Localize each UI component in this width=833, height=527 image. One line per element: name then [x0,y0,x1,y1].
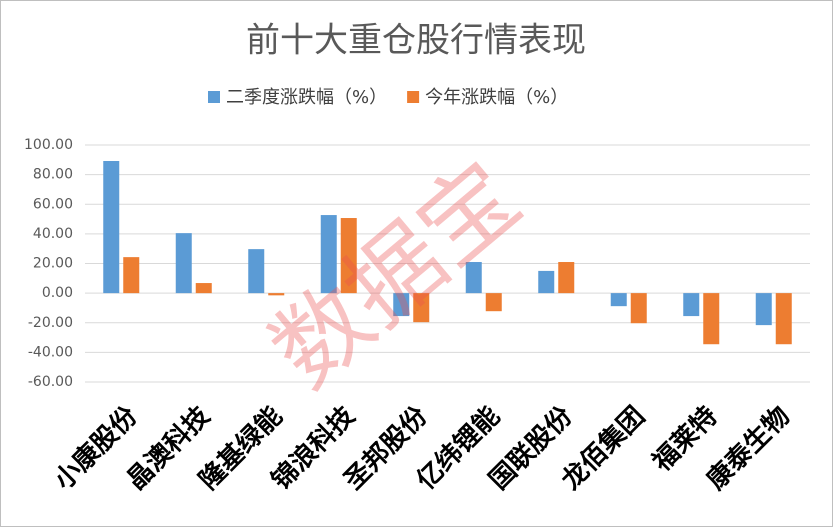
bar [755,293,772,326]
y-tick-label: 0.00 [42,285,73,301]
y-tick-label: -20.00 [28,315,73,331]
bar [340,218,357,294]
y-tick-label: 40.00 [33,226,73,242]
y-tick-label: 20.00 [33,256,73,272]
legend-label: 二季度涨跌幅（%） [226,87,387,108]
y-tick-label: -40.00 [28,344,73,360]
y-tick-label: 60.00 [33,196,73,212]
bar [175,233,192,294]
bar [123,257,140,294]
chart-title: 前十大重仓股行情表现 [246,21,586,61]
y-tick-label: 80.00 [33,167,73,183]
bar [683,293,700,317]
bar [703,293,720,345]
legend-label: 今年涨跌幅（%） [425,87,568,108]
bar [195,283,212,294]
bar [485,293,502,312]
bar [538,270,555,294]
y-tick-label: -60.00 [28,374,73,390]
bar [630,293,647,324]
legend-swatch [208,91,220,103]
bar [320,215,337,294]
bar [465,262,482,294]
bar [103,160,120,294]
bar [558,262,575,294]
bar [268,293,285,296]
bar [413,293,430,323]
legend-swatch [407,91,420,103]
bar [248,249,265,294]
bar [610,293,627,307]
bar [775,293,792,345]
y-tick-label: 100.00 [24,137,73,153]
bar [393,293,410,317]
